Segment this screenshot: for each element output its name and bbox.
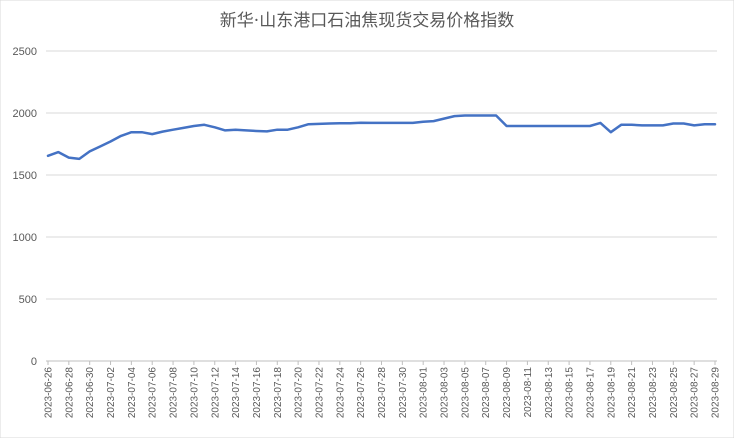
x-tick-label: 2023-08-13 xyxy=(544,367,555,419)
x-tick-label: 2023-07-04 xyxy=(127,367,138,419)
x-tick-label: 2023-07-18 xyxy=(273,367,284,419)
x-tick-label: 2023-07-20 xyxy=(294,367,305,419)
x-tick-label: 2023-07-28 xyxy=(377,367,388,419)
x-tick-label: 2023-08-09 xyxy=(502,367,513,419)
x-tick-label: 2023-08-21 xyxy=(627,367,638,419)
y-tick-label: 1500 xyxy=(13,170,37,182)
x-tick-label: 2023-08-25 xyxy=(669,367,680,419)
x-tick-label: 2023-07-06 xyxy=(148,367,159,419)
x-tick-label: 2023-07-12 xyxy=(210,367,221,419)
x-tick-label: 2023-08-29 xyxy=(711,367,722,419)
x-tick-label: 2023-07-10 xyxy=(189,367,200,419)
y-tick-label: 1000 xyxy=(13,232,37,244)
x-tick-label: 2023-08-03 xyxy=(440,367,451,419)
y-axis-tick-labels: 0 500 1000 1500 2000 2500 xyxy=(13,46,37,368)
x-tick-label: 2023-07-08 xyxy=(169,367,180,419)
y-tick-label: 2500 xyxy=(13,46,37,58)
y-tick-label: 500 xyxy=(19,294,37,306)
x-tick-label: 2023-08-27 xyxy=(690,367,701,419)
x-tick-label: 2023-08-11 xyxy=(523,367,534,418)
x-tick-label: 2023-08-05 xyxy=(460,367,471,419)
y-tick-label: 2000 xyxy=(13,108,37,120)
x-tick-label: 2023-07-14 xyxy=(231,367,242,419)
y-tick-label: 0 xyxy=(31,356,37,368)
x-tick-label: 2023-08-01 xyxy=(419,367,430,419)
x-tick-label: 2023-07-02 xyxy=(106,367,117,419)
chart-title: 新华·山东港口石油焦现货交易价格指数 xyxy=(220,11,514,31)
x-tick-label: 2023-06-30 xyxy=(85,367,96,419)
x-tick-label: 2023-07-26 xyxy=(356,367,367,419)
series-layer xyxy=(46,114,717,161)
x-tick-label: 2023-08-19 xyxy=(606,367,617,419)
gridlines xyxy=(46,50,717,362)
x-tick-label: 2023-08-15 xyxy=(565,367,576,419)
x-tick-label: 2023-08-07 xyxy=(481,367,492,419)
x-tick-label: 2023-07-30 xyxy=(398,367,409,419)
x-tick-label: 2023-06-26 xyxy=(44,367,55,419)
x-tick-label: 2023-08-17 xyxy=(585,367,596,419)
x-axis-tick-labels: 2023-06-26 2023-06-28 2023-06-30 2023-07-02… xyxy=(44,361,722,418)
x-tick-label: 2023-07-24 xyxy=(335,367,346,419)
x-tick-label: 2023-07-16 xyxy=(252,367,263,419)
x-tick-label: 2023-08-23 xyxy=(648,367,659,419)
series-line xyxy=(46,114,717,161)
x-tick-label: 2023-07-22 xyxy=(314,367,325,419)
x-tick-label: 2023-06-28 xyxy=(64,367,75,419)
